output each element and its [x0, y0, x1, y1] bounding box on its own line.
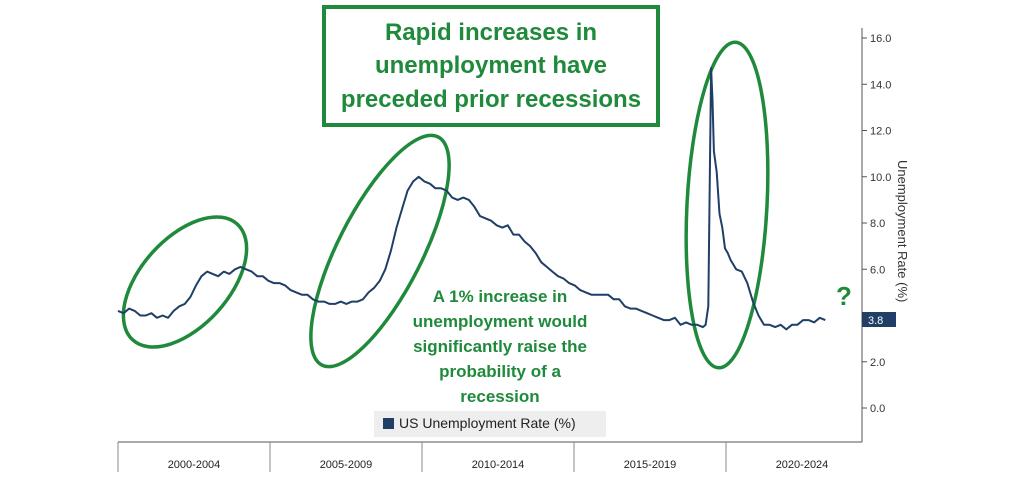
- headline-line-2: unemployment have: [375, 52, 607, 79]
- callout-line-3: significantly raise the: [413, 337, 587, 356]
- callout-line-5: recession: [460, 387, 539, 406]
- last-value-label: 3.8: [868, 315, 883, 327]
- y-axis-label: Unemployment Rate (%): [895, 160, 910, 302]
- highlight-ellipse-2008: [309, 133, 451, 369]
- x-period-label: 2000-2004: [168, 459, 221, 471]
- y-tick-label: 12.0: [870, 126, 891, 138]
- unemployment-rate-line: [117, 67, 826, 331]
- highlight-ellipse-2020: [684, 40, 770, 370]
- x-period-label: 2010-2014: [472, 459, 525, 471]
- legend-box: [374, 411, 606, 437]
- x-axis-periods: 2000-2004 2005-2009 2010-2014 2015-2019 2020…: [117, 442, 829, 472]
- callout-line-4: probability of a: [439, 362, 561, 381]
- y-tick-label: 10.0: [870, 172, 891, 184]
- y-tick-label: 2.0: [870, 357, 885, 369]
- x-period-label: 2005-2009: [320, 459, 373, 471]
- headline-box: [322, 5, 660, 127]
- y-tick-label: 14.0: [870, 79, 891, 91]
- highlight-ellipse-2001: [121, 215, 249, 349]
- x-period-label: 2015-2019: [624, 459, 677, 471]
- y-tick-label: 16.0: [870, 33, 891, 45]
- callout-line-1: A 1% increase in: [433, 287, 568, 306]
- legend-entry: US Unemployment Rate (%): [399, 415, 576, 431]
- headline-line-1: Rapid increases in: [385, 19, 597, 46]
- y-tick-label: 6.0: [870, 264, 885, 276]
- callout-line-2: unemployment would: [413, 312, 588, 331]
- last-value-tag: [862, 312, 896, 327]
- y-axis-ticks: 16.014.012.010.08.06.04.02.00.0: [862, 33, 891, 415]
- y-tick-label: 8.0: [870, 218, 885, 230]
- x-period-label: 2020-2024: [776, 459, 829, 471]
- legend-swatch: [383, 418, 394, 429]
- question-mark: ?: [836, 281, 852, 311]
- headline-line-3: preceded prior recessions: [341, 86, 641, 113]
- y-tick-label: 0.0: [870, 403, 885, 415]
